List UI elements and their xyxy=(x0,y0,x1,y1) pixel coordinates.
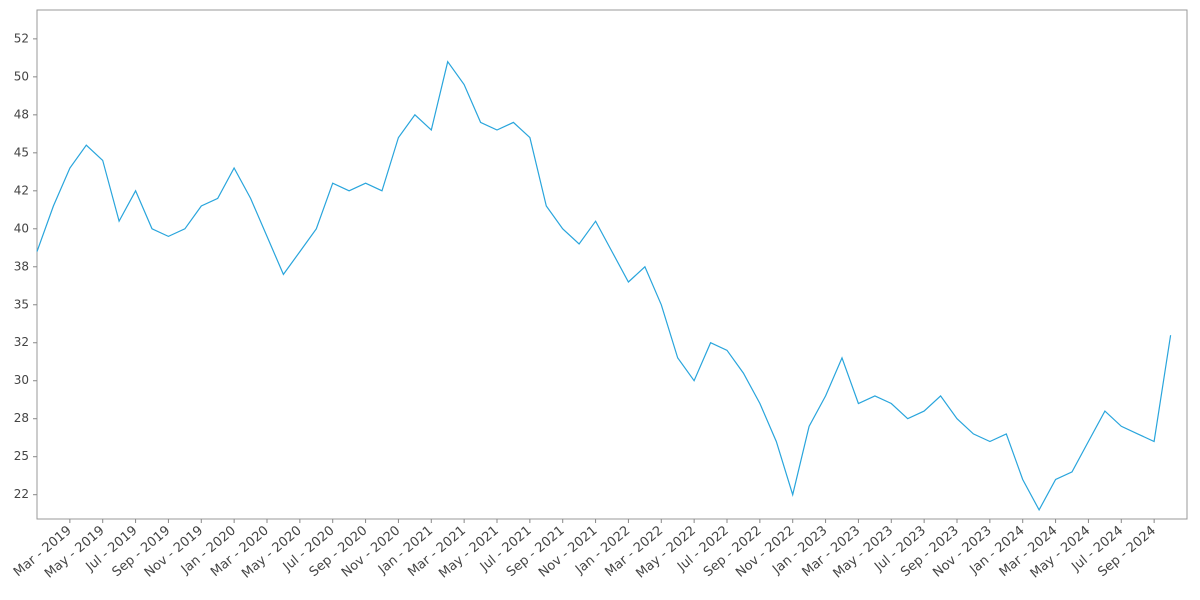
y-tick-label: 25 xyxy=(14,449,29,463)
y-tick-label: 42 xyxy=(14,183,29,197)
data-line xyxy=(36,60,1172,512)
y-tick-label: 28 xyxy=(14,411,29,425)
y-tick-label: 35 xyxy=(14,297,29,311)
y-tick-label: 30 xyxy=(14,373,29,387)
y-tick-label: 45 xyxy=(14,145,29,159)
y-tick-label: 52 xyxy=(14,31,29,45)
plot-frame xyxy=(36,9,1188,520)
y-tick-label: 48 xyxy=(14,107,29,121)
y-tick-label: 22 xyxy=(14,487,29,501)
y-tick-label: 32 xyxy=(14,335,29,349)
y-tick-label: 50 xyxy=(14,69,29,83)
y-tick-label: 38 xyxy=(14,259,29,273)
y-tick-label: 40 xyxy=(14,221,29,235)
